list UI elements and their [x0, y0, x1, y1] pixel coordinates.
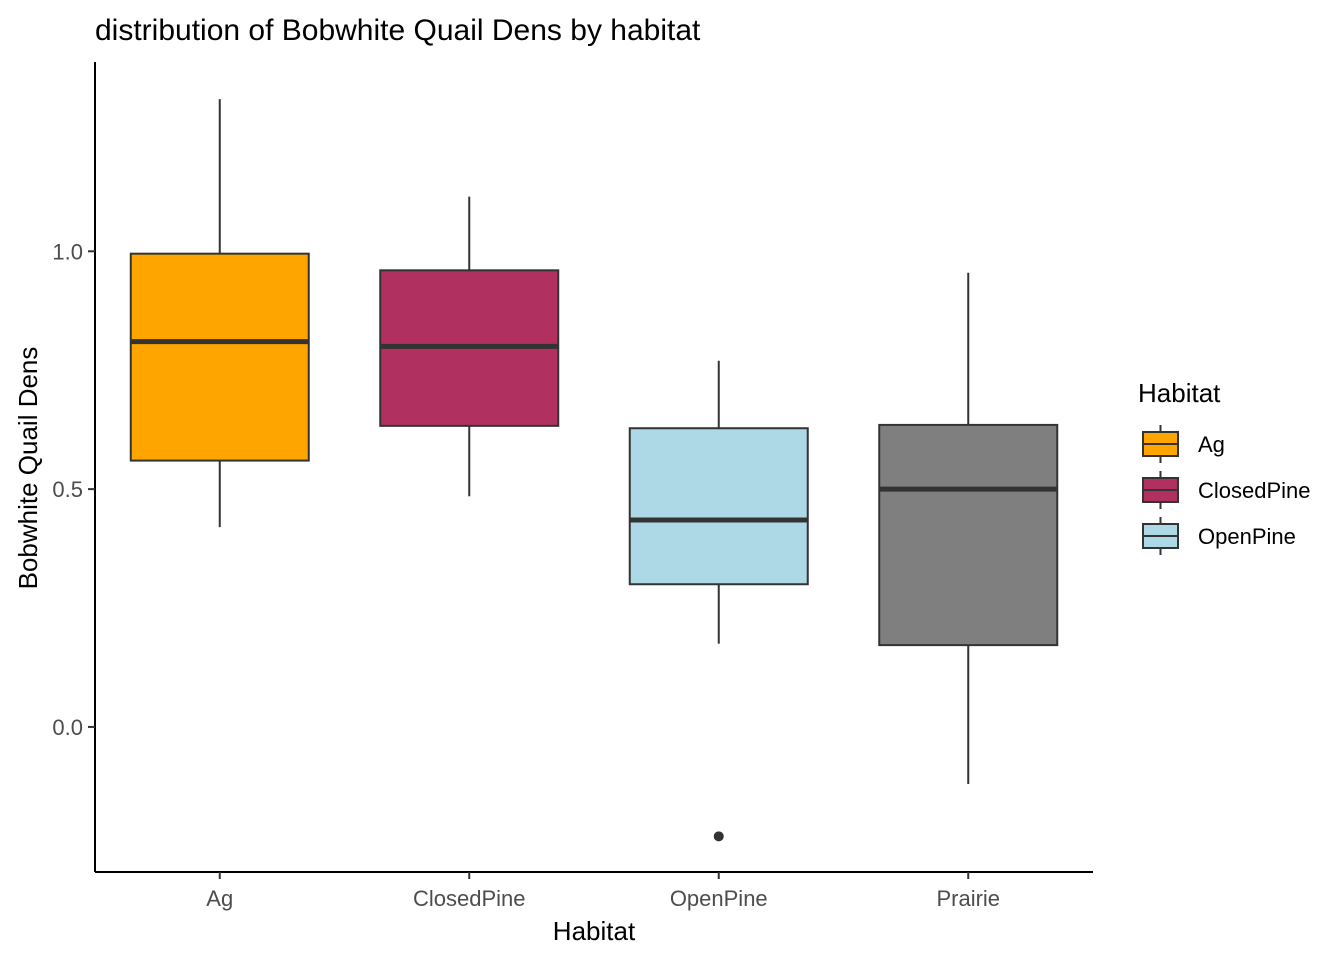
box — [878, 423, 1059, 647]
legend-title: Habitat — [1138, 378, 1221, 408]
y-tick-label: 0.0 — [52, 715, 83, 740]
box — [628, 427, 809, 586]
legend-label: OpenPine — [1198, 524, 1296, 549]
x-tick-label: OpenPine — [670, 886, 768, 911]
box — [129, 252, 310, 462]
legend-label: ClosedPine — [1198, 478, 1311, 503]
legend-entry-ClosedPine: ClosedPine — [1142, 471, 1311, 509]
outlier-point — [713, 831, 724, 842]
y-tick-label: 1.0 — [52, 239, 83, 264]
box-group-Prairie — [878, 272, 1059, 785]
chart-title: distribution of Bobwhite Quail Dens by h… — [95, 14, 701, 47]
legend: Habitat Ag ClosedPine OpenPine — [1138, 378, 1311, 555]
legend-entry-Ag: Ag — [1142, 425, 1225, 463]
x-tick-label: Ag — [206, 886, 233, 911]
legend-entry-OpenPine: OpenPine — [1142, 517, 1296, 555]
axes: 0.0 0.5 1.0 Ag ClosedPine OpenPine Prairie — [52, 62, 1093, 911]
box-group-Ag — [129, 99, 310, 528]
box-group-OpenPine — [628, 360, 809, 842]
x-axis-label: Habitat — [553, 916, 636, 946]
plot-area — [129, 99, 1059, 842]
x-tick-label: Prairie — [936, 886, 1000, 911]
legend-label: Ag — [1198, 432, 1225, 457]
box-group-ClosedPine — [379, 196, 560, 497]
x-tick-label: ClosedPine — [413, 886, 526, 911]
y-tick-label: 0.5 — [52, 477, 83, 502]
y-axis-label: Bobwhite Quail Dens — [13, 347, 43, 590]
